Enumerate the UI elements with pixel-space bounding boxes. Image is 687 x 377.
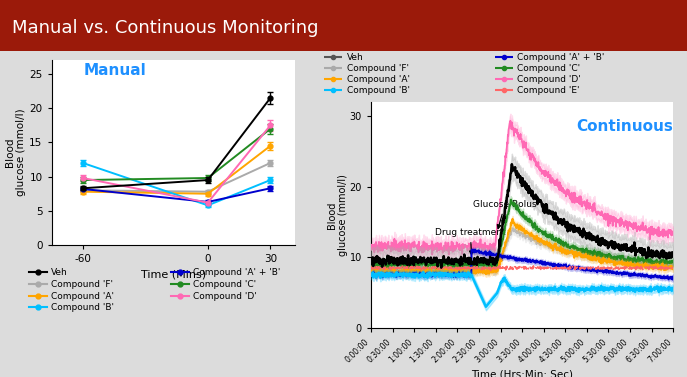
Text: Continuous: Continuous	[576, 119, 673, 134]
X-axis label: Time (Mins): Time (Mins)	[141, 270, 206, 280]
X-axis label: Time (Hrs:Min: Sec): Time (Hrs:Min: Sec)	[471, 370, 573, 377]
Text: Drug treatment: Drug treatment	[435, 228, 506, 254]
Y-axis label: Blood
glucose (mmol/l): Blood glucose (mmol/l)	[326, 174, 348, 256]
Legend: Compound 'A' + 'B', Compound 'C', Compound 'D', Compound 'E': Compound 'A' + 'B', Compound 'C', Compou…	[491, 50, 609, 98]
Text: Glucose Bolus: Glucose Bolus	[473, 200, 537, 228]
Text: Manual: Manual	[83, 63, 146, 78]
Y-axis label: Blood
glucose (mmol/l): Blood glucose (mmol/l)	[5, 109, 27, 196]
Legend: Compound 'A' + 'B', Compound 'C', Compound 'D': Compound 'A' + 'B', Compound 'C', Compou…	[167, 265, 284, 304]
Text: Manual vs. Continuous Monitoring: Manual vs. Continuous Monitoring	[12, 19, 319, 37]
